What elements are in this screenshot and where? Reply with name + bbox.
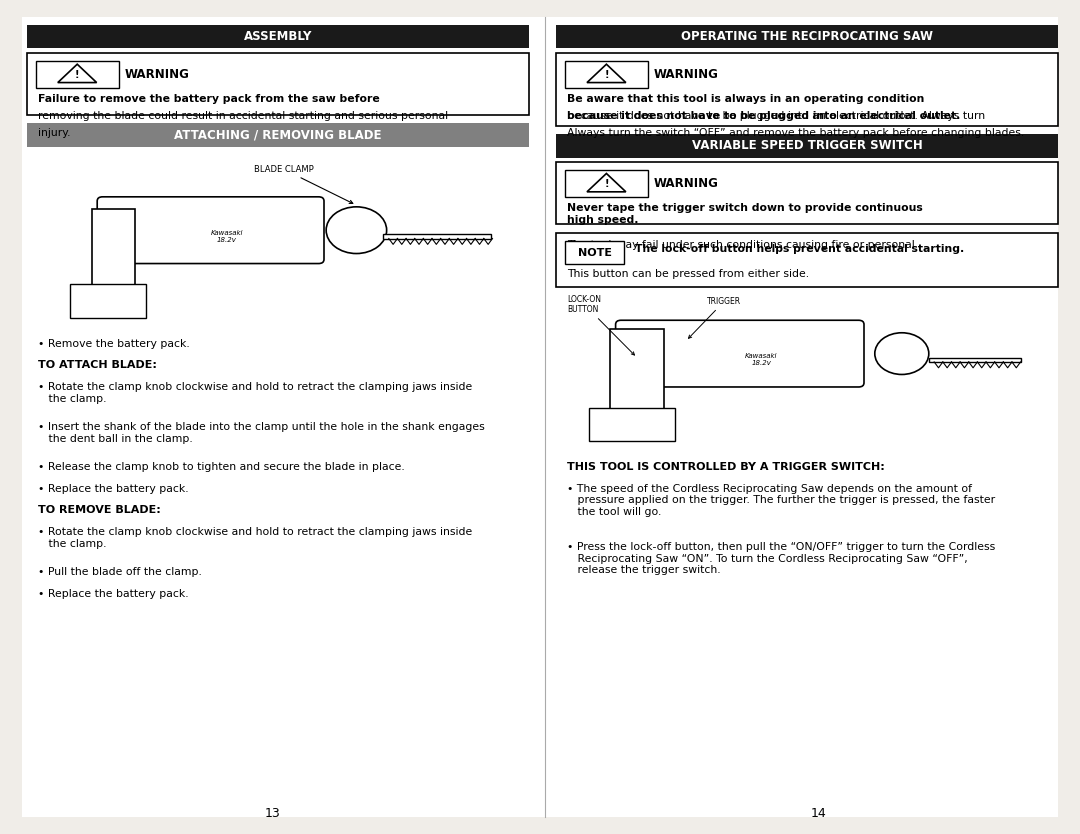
Text: • Remove the battery pack.: • Remove the battery pack.: [38, 339, 190, 349]
Text: TO ATTACH BLADE:: TO ATTACH BLADE:: [38, 360, 157, 370]
Text: WARNING: WARNING: [653, 68, 718, 81]
Text: Be aware that this tool is always in an operating condition: Be aware that this tool is always in an …: [567, 94, 924, 104]
Text: • Replace the battery pack.: • Replace the battery pack.: [38, 484, 188, 494]
Text: • Rotate the clamp knob clockwise and hold to retract the clamping jaws inside
 : • Rotate the clamp knob clockwise and ho…: [38, 382, 472, 404]
FancyBboxPatch shape: [27, 25, 529, 48]
FancyBboxPatch shape: [556, 162, 1058, 224]
Text: The tool may fail under such conditions causing fire or personal
injury.: The tool may fail under such conditions …: [567, 240, 915, 262]
Text: WARNING: WARNING: [124, 68, 189, 81]
Text: TRIGGER: TRIGGER: [688, 297, 742, 339]
Text: This button can be pressed from either side.: This button can be pressed from either s…: [567, 269, 809, 279]
FancyBboxPatch shape: [36, 61, 119, 88]
FancyBboxPatch shape: [556, 134, 1058, 158]
FancyBboxPatch shape: [27, 123, 529, 147]
FancyBboxPatch shape: [27, 151, 529, 334]
FancyBboxPatch shape: [27, 53, 529, 115]
Text: • Press the lock-off button, then pull the “ON/OFF” trigger to turn the Cordless: • Press the lock-off button, then pull t…: [567, 542, 996, 575]
Text: because it does not have to be plugged into an electrical outlet.: because it does not have to be plugged i…: [567, 111, 960, 121]
Text: • Replace the battery pack.: • Replace the battery pack.: [38, 589, 188, 599]
Text: 14: 14: [810, 806, 826, 820]
FancyBboxPatch shape: [565, 170, 648, 197]
Text: WARNING: WARNING: [653, 177, 718, 190]
Circle shape: [326, 207, 387, 254]
Text: • Release the clamp knob to tighten and secure the blade in place.: • Release the clamp knob to tighten and …: [38, 462, 405, 472]
Text: injury.: injury.: [38, 128, 70, 138]
Polygon shape: [929, 358, 1021, 362]
Text: The lock-off button helps prevent accidental starting.: The lock-off button helps prevent accide…: [635, 244, 964, 254]
Text: VARIABLE SPEED TRIGGER SWITCH: VARIABLE SPEED TRIGGER SWITCH: [692, 139, 922, 153]
FancyBboxPatch shape: [22, 17, 1058, 817]
FancyBboxPatch shape: [565, 61, 648, 88]
Text: • Rotate the clamp knob clockwise and hold to retract the clamping jaws inside
 : • Rotate the clamp knob clockwise and ho…: [38, 527, 472, 549]
FancyBboxPatch shape: [616, 320, 864, 387]
Text: ASSEMBLY: ASSEMBLY: [244, 30, 312, 43]
Text: NOTE: NOTE: [578, 248, 611, 258]
Text: Always turn the switch “OFF” and remove the battery pack before changing blades.: Always turn the switch “OFF” and remove …: [567, 128, 1024, 138]
Text: TO REMOVE BLADE:: TO REMOVE BLADE:: [38, 505, 161, 515]
Text: THIS TOOL IS CONTROLLED BY A TRIGGER SWITCH:: THIS TOOL IS CONTROLLED BY A TRIGGER SWI…: [567, 462, 885, 472]
Text: removing the blade could result in accidental starting and serious personal: removing the blade could result in accid…: [38, 111, 448, 121]
FancyBboxPatch shape: [556, 233, 1058, 287]
Text: BLADE CLAMP: BLADE CLAMP: [254, 165, 353, 203]
Text: Failure to remove the battery pack from the saw before: Failure to remove the battery pack from …: [38, 94, 379, 104]
FancyBboxPatch shape: [556, 25, 1058, 48]
FancyBboxPatch shape: [589, 408, 675, 441]
Text: ATTACHING / REMOVING BLADE: ATTACHING / REMOVING BLADE: [174, 128, 382, 142]
FancyBboxPatch shape: [97, 197, 324, 264]
Text: • Insert the shank of the blade into the clamp until the hole in the shank engag: • Insert the shank of the blade into the…: [38, 422, 485, 444]
Text: because it does not have to be plugged into an electrical outlet. Always turn: because it does not have to be plugged i…: [567, 111, 985, 121]
Text: 13: 13: [265, 806, 281, 820]
Polygon shape: [383, 234, 491, 239]
Text: !: !: [75, 70, 80, 80]
FancyBboxPatch shape: [556, 291, 1058, 458]
Text: Never tape the trigger switch down to provide continuous
high speed.: Never tape the trigger switch down to pr…: [567, 203, 922, 225]
Text: LOCK-ON
BUTTON: LOCK-ON BUTTON: [567, 294, 634, 355]
Text: Kawasaki
18.2v: Kawasaki 18.2v: [211, 229, 243, 243]
Text: !: !: [604, 70, 609, 80]
Polygon shape: [58, 64, 97, 83]
Text: !: !: [604, 179, 609, 189]
FancyBboxPatch shape: [565, 241, 624, 264]
Polygon shape: [610, 329, 664, 441]
Polygon shape: [92, 209, 135, 318]
FancyBboxPatch shape: [556, 53, 1058, 126]
Text: • The speed of the Cordless Reciprocating Saw depends on the amount of
   pressu: • The speed of the Cordless Reciprocatin…: [567, 484, 995, 517]
Text: • Pull the blade off the clamp.: • Pull the blade off the clamp.: [38, 567, 202, 577]
FancyBboxPatch shape: [70, 284, 146, 318]
Polygon shape: [588, 64, 626, 83]
Text: Kawasaki
18.2v: Kawasaki 18.2v: [745, 353, 778, 366]
Polygon shape: [588, 173, 626, 192]
Circle shape: [875, 333, 929, 374]
Text: OPERATING THE RECIPROCATING SAW: OPERATING THE RECIPROCATING SAW: [681, 30, 933, 43]
